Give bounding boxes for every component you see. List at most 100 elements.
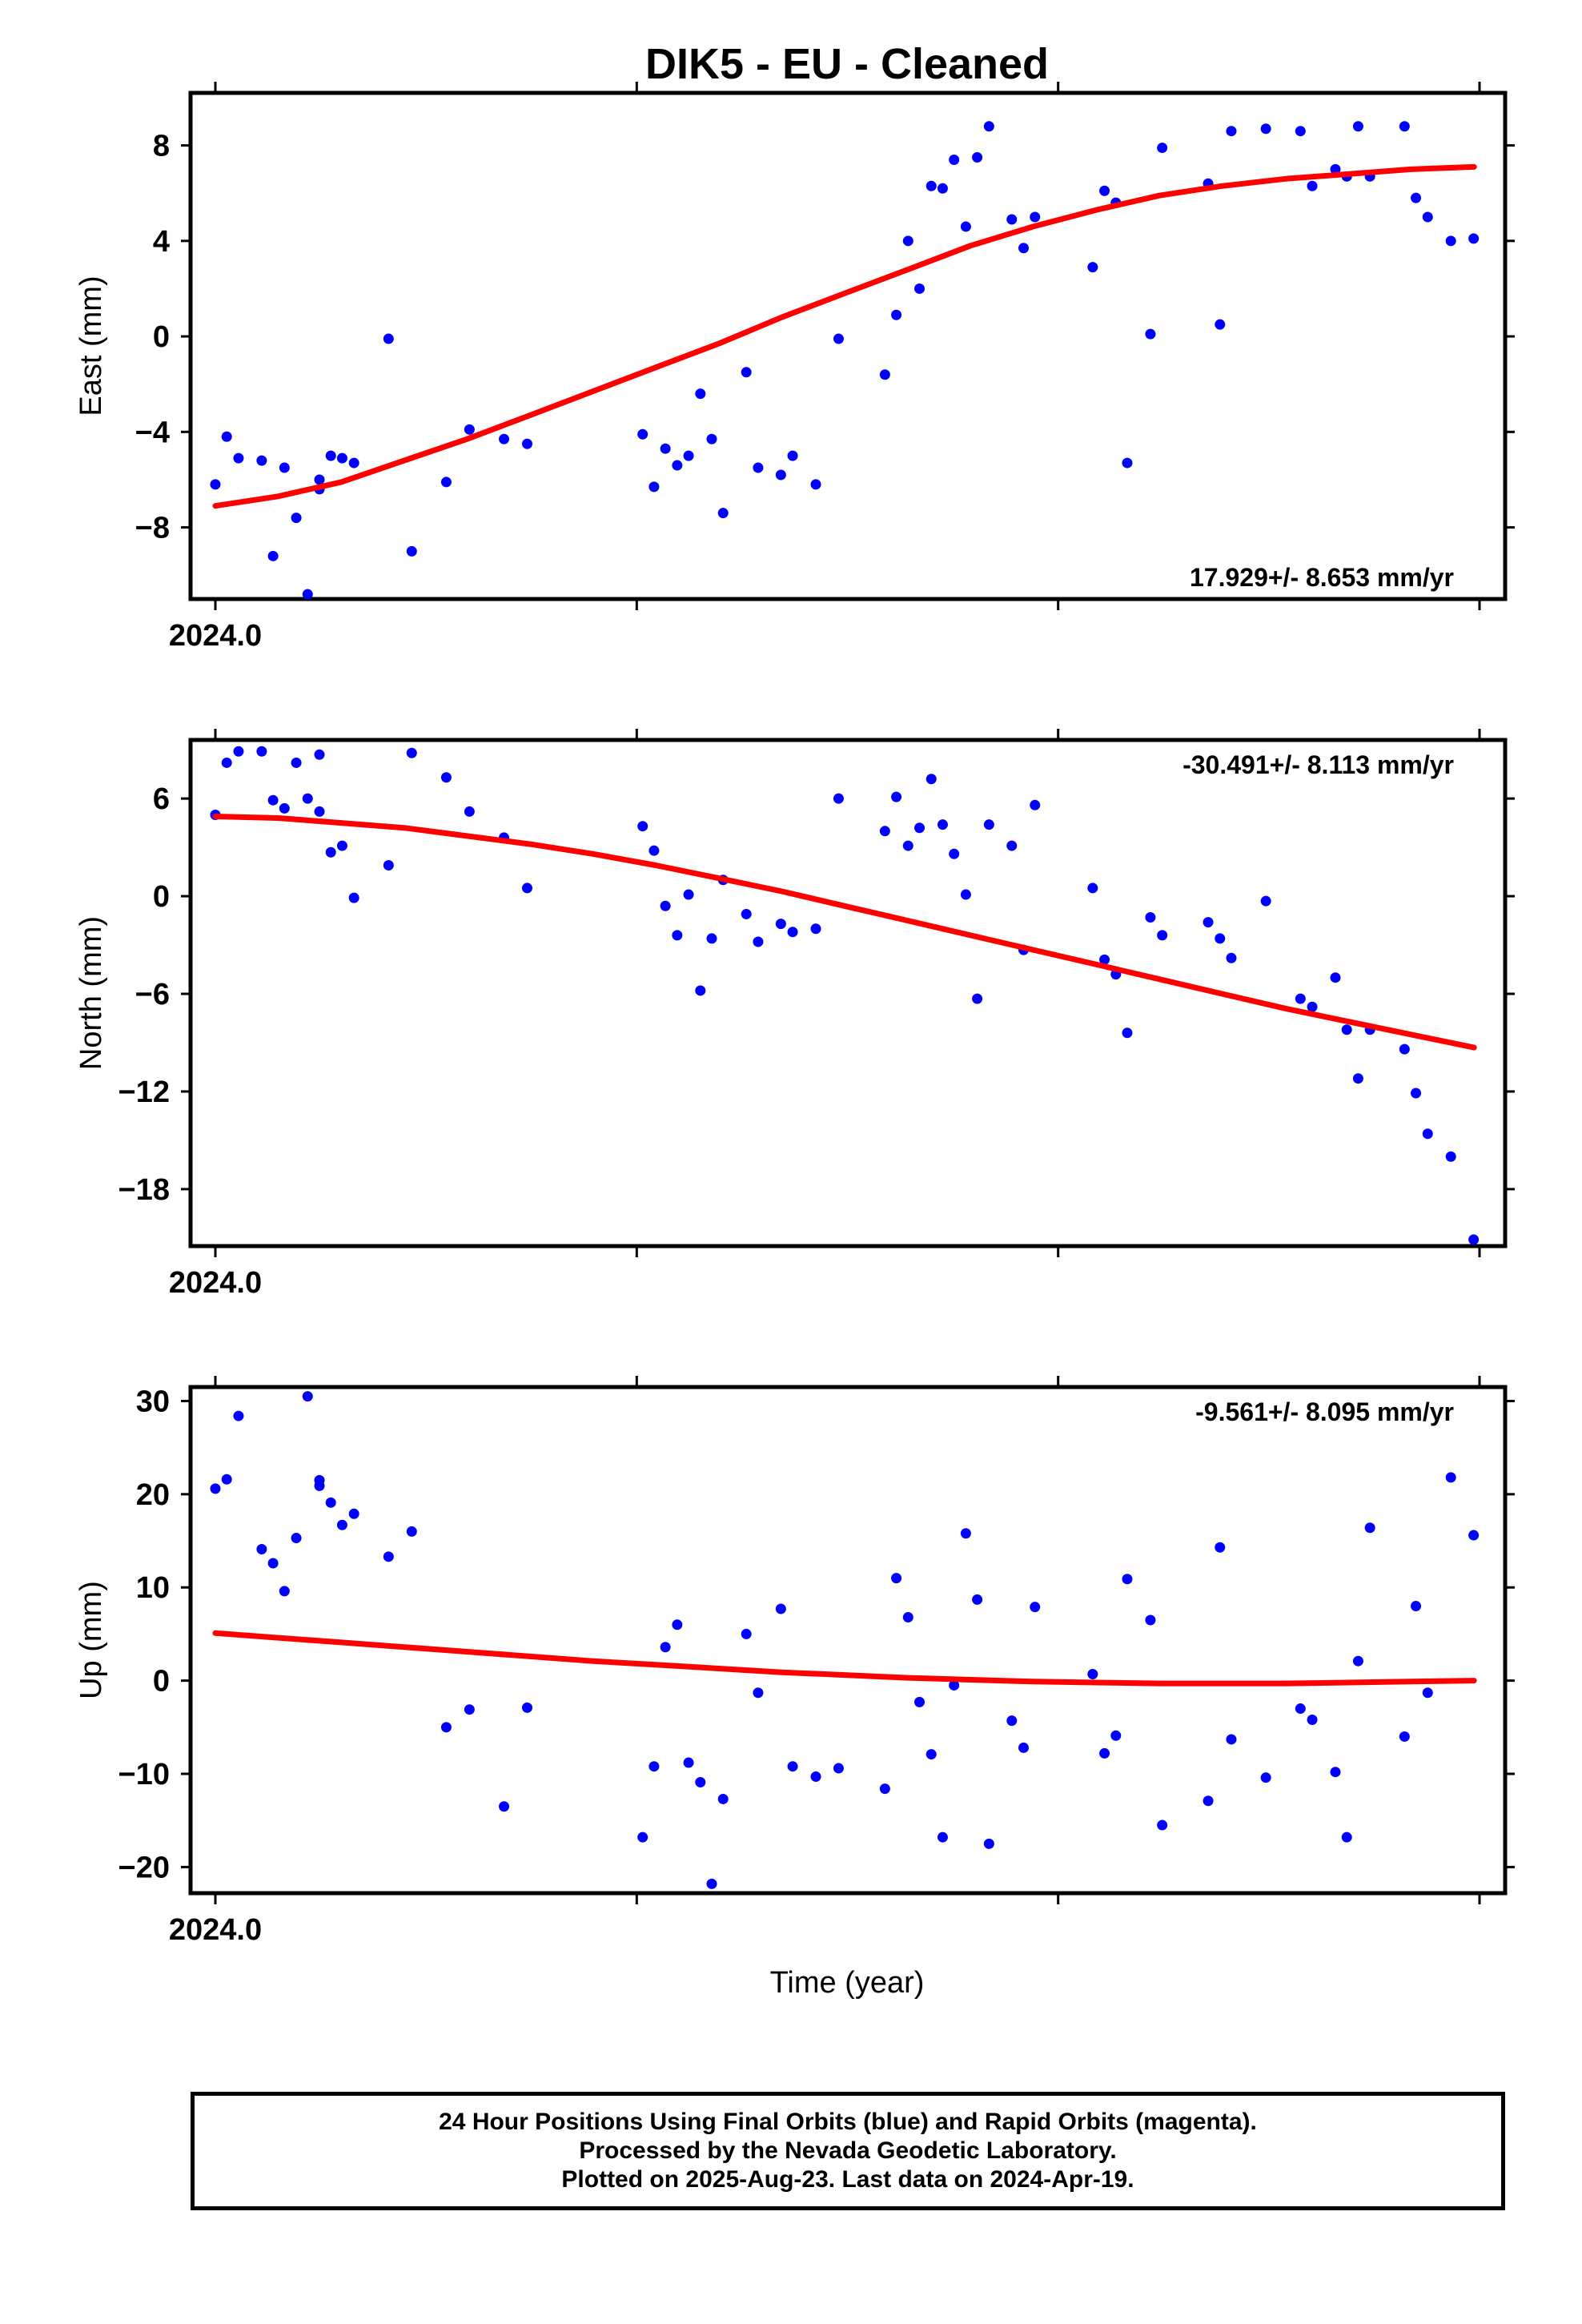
data-point	[741, 1628, 752, 1639]
data-point	[1018, 243, 1030, 254]
data-point	[695, 1776, 706, 1787]
footer-line-3: Plotted on 2025-Aug-23. Last data on 202…	[561, 2166, 1134, 2193]
data-point	[637, 1831, 648, 1843]
data-point	[1260, 123, 1271, 135]
data-point	[753, 936, 764, 947]
y-tick-label: 10	[136, 1571, 170, 1605]
x-tick-label: 2024.0	[169, 619, 262, 653]
data-point	[753, 1687, 764, 1699]
data-point	[926, 774, 937, 785]
data-point	[1260, 1772, 1271, 1783]
y-tick-label: 0	[153, 880, 170, 914]
y-tick-label: 8	[153, 130, 170, 163]
footer-info-box: 24 Hour Positions Using Final Orbits (bl…	[191, 2092, 1505, 2210]
data-point	[406, 747, 417, 758]
data-point	[1295, 993, 1306, 1004]
data-point	[949, 848, 960, 859]
data-point	[1445, 1151, 1456, 1162]
data-point	[972, 993, 983, 1004]
data-point	[1341, 1024, 1352, 1035]
data-point	[672, 930, 683, 941]
data-point	[233, 452, 244, 464]
data-point	[464, 806, 475, 817]
data-point	[336, 840, 347, 851]
data-point	[983, 121, 994, 132]
data-point	[660, 443, 671, 454]
data-point	[914, 283, 926, 294]
y-axis-label: North (mm)	[74, 916, 108, 1070]
data-point	[1087, 883, 1098, 894]
data-point	[1215, 933, 1226, 944]
data-point	[833, 333, 844, 344]
data-point	[753, 462, 764, 473]
data-point	[256, 746, 267, 757]
y-tick-label: −18	[118, 1173, 170, 1207]
y-tick-label: 4	[153, 225, 170, 259]
data-point	[960, 1528, 971, 1539]
data-point	[348, 892, 359, 903]
data-point	[949, 154, 960, 165]
data-point	[1411, 1601, 1422, 1612]
data-point	[637, 821, 648, 832]
data-point	[1468, 233, 1480, 244]
data-point	[521, 883, 532, 894]
data-point	[1399, 1043, 1410, 1055]
data-point	[267, 794, 279, 806]
data-point	[1145, 328, 1156, 340]
data-point	[1422, 1128, 1433, 1140]
data-point	[1295, 126, 1306, 137]
y-tick-label: 0	[153, 320, 170, 354]
trend-fit-line	[212, 814, 1477, 1051]
data-point	[717, 508, 729, 519]
data-point	[464, 1704, 475, 1715]
data-point	[314, 749, 325, 760]
data-point	[499, 433, 510, 444]
data-point	[1099, 954, 1110, 965]
data-point	[637, 428, 648, 440]
data-point	[1307, 1001, 1318, 1012]
data-point	[902, 1611, 913, 1622]
y-tick-label: 6	[153, 782, 170, 816]
data-point	[833, 1763, 844, 1774]
data-point	[1157, 1819, 1168, 1831]
data-point	[810, 923, 821, 935]
y-tick-label: 30	[136, 1385, 170, 1418]
data-point	[648, 1761, 660, 1772]
trend-fit-line	[212, 163, 1477, 509]
data-point	[1411, 192, 1422, 203]
data-point	[1295, 1703, 1306, 1715]
data-point	[210, 479, 221, 490]
x-tick-label: 2024.0	[169, 1913, 262, 1947]
y-tick-label: −4	[135, 416, 170, 449]
data-point	[741, 367, 752, 378]
data-point	[1307, 1715, 1318, 1726]
trend-fit-line	[212, 1630, 1477, 1687]
data-point	[1122, 1574, 1133, 1585]
data-point	[302, 793, 313, 804]
data-point	[1330, 972, 1341, 983]
data-point	[1468, 1530, 1480, 1541]
data-point	[810, 479, 821, 490]
data-point	[256, 455, 267, 466]
data-point	[1030, 211, 1041, 223]
rate-label: -9.561+/- 8.095 mm/yr	[1195, 1397, 1454, 1426]
data-point	[1422, 1687, 1433, 1699]
data-point	[937, 1831, 948, 1843]
data-point	[1445, 235, 1456, 247]
data-point	[960, 221, 971, 232]
data-point	[279, 462, 290, 473]
data-point	[1226, 952, 1237, 963]
y-tick-label: −10	[118, 1758, 170, 1791]
data-point	[648, 481, 660, 493]
data-point	[464, 424, 475, 435]
data-point	[302, 1391, 313, 1402]
data-point	[440, 772, 452, 783]
data-point	[879, 369, 890, 380]
data-point	[325, 450, 336, 461]
data-point	[672, 460, 683, 471]
data-point	[1145, 1614, 1156, 1626]
data-point	[902, 840, 913, 851]
data-point	[336, 452, 347, 464]
data-point	[972, 1594, 983, 1605]
data-point	[221, 1474, 232, 1485]
